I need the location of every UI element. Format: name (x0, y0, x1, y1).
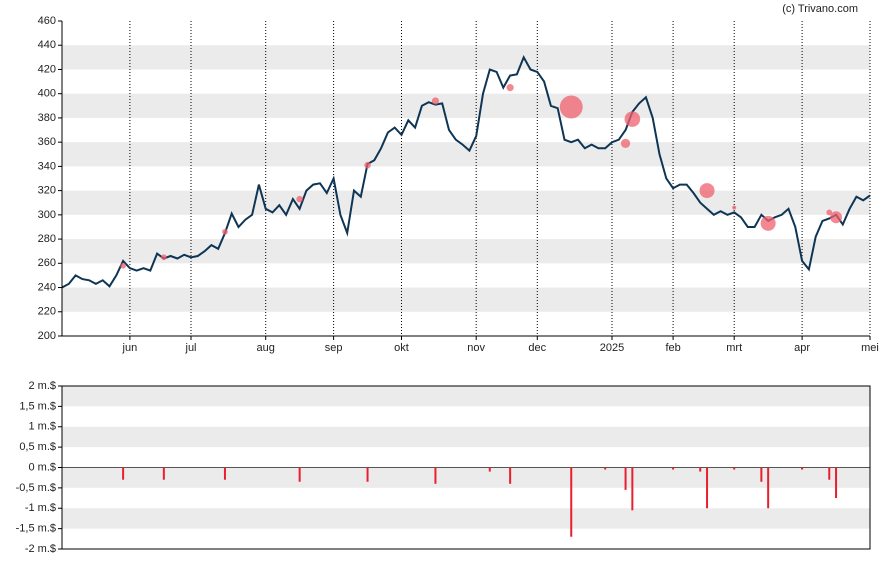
grid-band (62, 386, 870, 407)
x-tick-label: mei (861, 342, 879, 354)
y-tick-label: 400 (38, 88, 56, 100)
trade-bubble (296, 195, 303, 203)
y-tick-label: -0,5 m.$ (16, 482, 56, 494)
grid-band (62, 239, 870, 264)
y-tick-label: 280 (38, 233, 56, 245)
x-tick-label: jun (122, 342, 138, 354)
y-tick-label: 1,5 m.$ (19, 400, 56, 412)
x-tick-label: dec (528, 342, 546, 354)
price-line (61, 54, 871, 289)
grid-band (62, 287, 870, 312)
bar (570, 467, 573, 537)
y-tick-label: 220 (38, 306, 56, 318)
y-tick-label: 420 (38, 63, 56, 75)
bar (706, 467, 709, 509)
trade-bubble (826, 209, 833, 216)
trade-bubble (222, 228, 228, 235)
bar (488, 467, 491, 472)
x-tick-label: okt (394, 342, 409, 354)
trade-bubble (160, 254, 167, 261)
y-tick-label: 200 (38, 330, 56, 342)
x-tick-label: sep (325, 342, 343, 354)
bar (828, 467, 831, 480)
bar (298, 467, 301, 482)
x-tick-label: apr (794, 342, 810, 354)
grid-band (62, 508, 870, 529)
grid-band (62, 142, 870, 167)
bar (122, 467, 125, 480)
source: (c) Trivano.com (782, 3, 858, 15)
bar (760, 467, 763, 482)
bar (509, 467, 512, 484)
y-tick-label: 0 m.$ (28, 461, 56, 473)
y-tick-label: 320 (38, 185, 56, 197)
trade-bubble (732, 205, 737, 210)
grid-band (62, 45, 870, 70)
y-tick-label: 460 (38, 15, 56, 27)
trade-bubble (624, 111, 641, 127)
x-tick-label: feb (665, 342, 680, 354)
x-tick-label: mrt (726, 342, 742, 354)
y-tick-label: 260 (38, 257, 56, 269)
x-tick-label: aug (257, 342, 275, 354)
bar (672, 467, 675, 470)
bar (162, 467, 165, 480)
trade-bubble (120, 262, 126, 269)
frame (61, 385, 871, 550)
y-tick-label: 1 m.$ (28, 421, 56, 433)
grid-band (62, 190, 870, 215)
trade-bubble (559, 95, 583, 119)
trade-bubble (620, 138, 631, 149)
x-tick-label: nov (467, 342, 485, 354)
bar (366, 467, 369, 482)
bar (835, 467, 838, 499)
x-tick-label: 2025 (600, 342, 624, 354)
grid-band (62, 93, 870, 118)
y-tick-label: -1,5 m.$ (16, 523, 56, 535)
bar (733, 467, 736, 470)
trade-bubble (760, 215, 776, 231)
bar (631, 467, 634, 511)
trade-bubble (364, 161, 371, 169)
trade-bubble (506, 84, 514, 92)
bar (223, 467, 226, 480)
y-tick-label: 440 (38, 39, 56, 51)
grid-band (62, 467, 870, 488)
trade-bubble (699, 183, 715, 199)
bar (624, 467, 627, 490)
y-tick-label: 240 (38, 281, 56, 293)
bar (767, 467, 770, 509)
y-tick-label: -1 m.$ (25, 502, 56, 514)
y-tick-label: 0,5 m.$ (19, 441, 56, 453)
y-tick-label: 300 (38, 209, 56, 221)
y-tick-label: 380 (38, 112, 56, 124)
bar (801, 467, 804, 470)
bar (604, 467, 607, 470)
y-tick-label: 360 (38, 136, 56, 148)
y-tick-label: 340 (38, 160, 56, 172)
x-tick-label: jul (185, 342, 197, 354)
trade-bubble (431, 97, 440, 105)
grid-band (62, 426, 870, 448)
y-tick-label: -2 m.$ (25, 543, 56, 555)
bar (434, 467, 437, 484)
bar (699, 467, 702, 472)
y-tick-label: 2 m.$ (28, 380, 56, 392)
trade-bubble (830, 211, 843, 224)
